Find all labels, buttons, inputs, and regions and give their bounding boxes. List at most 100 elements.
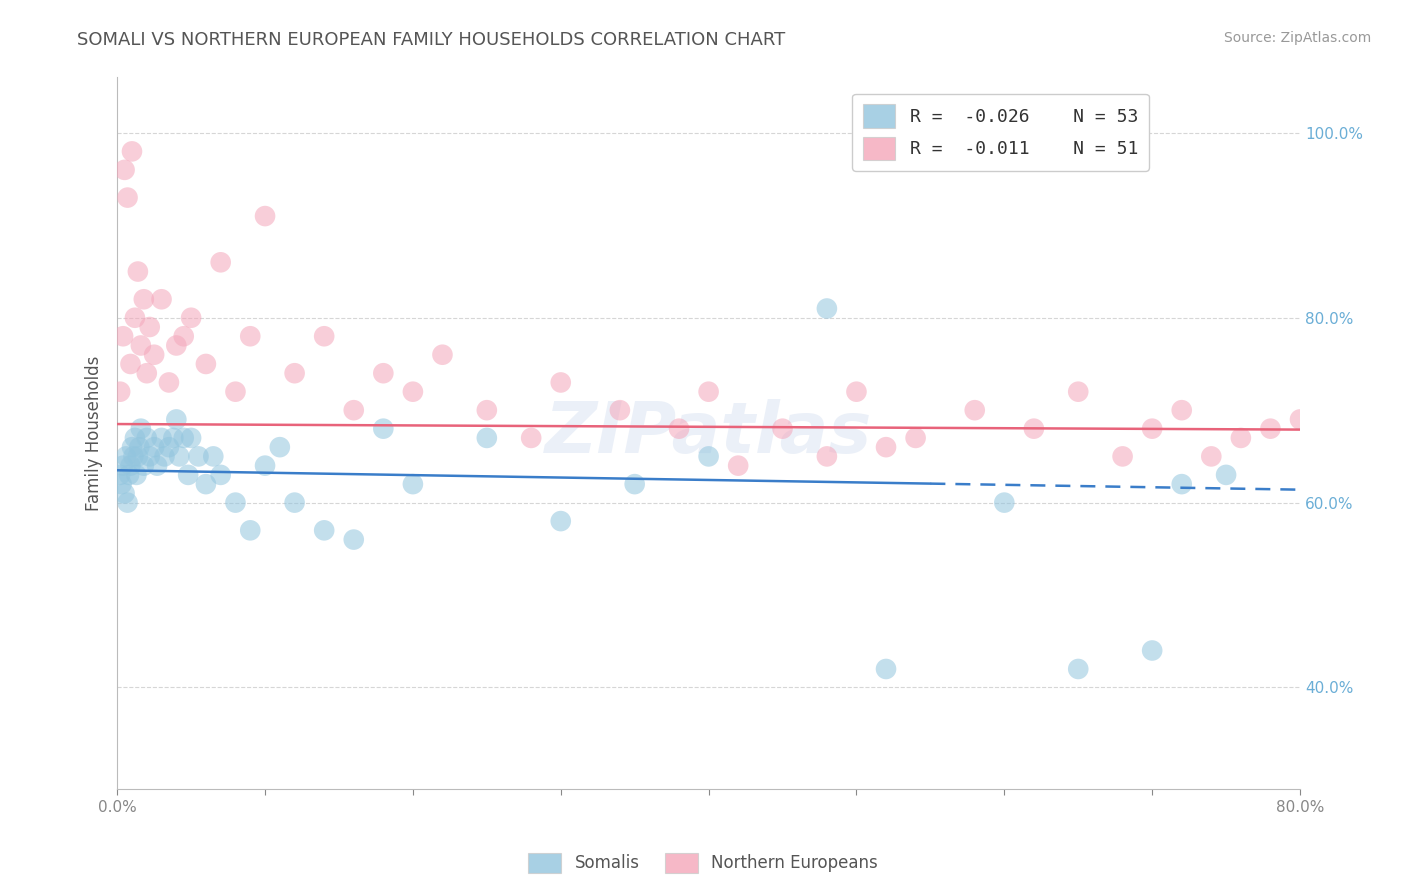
Point <box>1230 431 1253 445</box>
Point <box>875 440 897 454</box>
Point <box>128 440 150 454</box>
Point <box>169 450 191 464</box>
Point <box>904 431 927 445</box>
Point <box>143 348 166 362</box>
Point <box>254 209 277 223</box>
Point <box>114 162 136 177</box>
Point <box>668 422 690 436</box>
Point <box>845 384 868 399</box>
Point <box>1067 384 1090 399</box>
Point <box>772 422 794 436</box>
Point <box>127 264 149 278</box>
Point <box>1140 643 1163 657</box>
Point <box>239 329 262 343</box>
Point <box>209 467 232 482</box>
Point <box>165 412 187 426</box>
Point <box>314 524 336 538</box>
Point <box>194 477 217 491</box>
Point <box>697 450 720 464</box>
Point <box>108 467 131 482</box>
Point <box>373 422 395 436</box>
Point <box>138 450 160 464</box>
Point <box>623 477 645 491</box>
Point <box>1170 403 1192 417</box>
Point <box>284 495 307 509</box>
Point <box>165 338 187 352</box>
Point <box>194 357 217 371</box>
Point <box>269 440 291 454</box>
Point <box>120 357 142 371</box>
Point <box>150 293 173 307</box>
Point <box>112 458 135 473</box>
Point <box>129 338 152 352</box>
Point <box>124 310 146 325</box>
Point <box>1140 422 1163 436</box>
Point <box>343 533 366 547</box>
Point <box>239 524 262 538</box>
Point <box>121 440 143 454</box>
Point <box>115 450 138 464</box>
Point <box>550 376 572 390</box>
Point <box>114 486 136 500</box>
Point <box>146 458 169 473</box>
Point <box>209 255 232 269</box>
Point <box>1215 467 1237 482</box>
Point <box>1260 422 1282 436</box>
Point <box>609 403 631 417</box>
Point <box>1170 477 1192 491</box>
Point <box>697 384 720 399</box>
Point <box>132 293 155 307</box>
Point <box>124 431 146 445</box>
Point <box>475 403 498 417</box>
Point <box>132 458 155 473</box>
Point <box>143 440 166 454</box>
Point <box>150 431 173 445</box>
Point <box>117 191 139 205</box>
Point <box>138 320 160 334</box>
Legend: R =  -0.026    N = 53, R =  -0.011    N = 51: R = -0.026 N = 53, R = -0.011 N = 51 <box>852 94 1149 170</box>
Point <box>173 431 195 445</box>
Point <box>963 403 986 417</box>
Point <box>111 477 134 491</box>
Point <box>180 310 202 325</box>
Point <box>117 495 139 509</box>
Point <box>1111 450 1133 464</box>
Point <box>1289 412 1312 426</box>
Point <box>122 450 145 464</box>
Point <box>1067 662 1090 676</box>
Point <box>727 458 749 473</box>
Point <box>875 662 897 676</box>
Point <box>475 431 498 445</box>
Point <box>224 495 246 509</box>
Point <box>314 329 336 343</box>
Point <box>135 431 157 445</box>
Point <box>202 450 225 464</box>
Point <box>284 366 307 380</box>
Point <box>135 366 157 380</box>
Point <box>121 145 143 159</box>
Point <box>118 467 141 482</box>
Point <box>162 431 184 445</box>
Point <box>177 467 200 482</box>
Point <box>343 403 366 417</box>
Point <box>993 495 1015 509</box>
Text: Source: ZipAtlas.com: Source: ZipAtlas.com <box>1223 31 1371 45</box>
Point <box>153 450 176 464</box>
Point <box>127 450 149 464</box>
Y-axis label: Family Households: Family Households <box>86 356 103 511</box>
Point <box>402 384 425 399</box>
Text: ZIPatlas: ZIPatlas <box>546 399 872 467</box>
Point <box>129 422 152 436</box>
Point <box>432 348 454 362</box>
Point <box>550 514 572 528</box>
Point <box>112 329 135 343</box>
Point <box>373 366 395 380</box>
Point <box>125 467 148 482</box>
Point <box>1022 422 1045 436</box>
Point <box>157 440 180 454</box>
Point <box>173 329 195 343</box>
Point <box>108 384 131 399</box>
Point <box>402 477 425 491</box>
Point <box>224 384 246 399</box>
Point <box>520 431 543 445</box>
